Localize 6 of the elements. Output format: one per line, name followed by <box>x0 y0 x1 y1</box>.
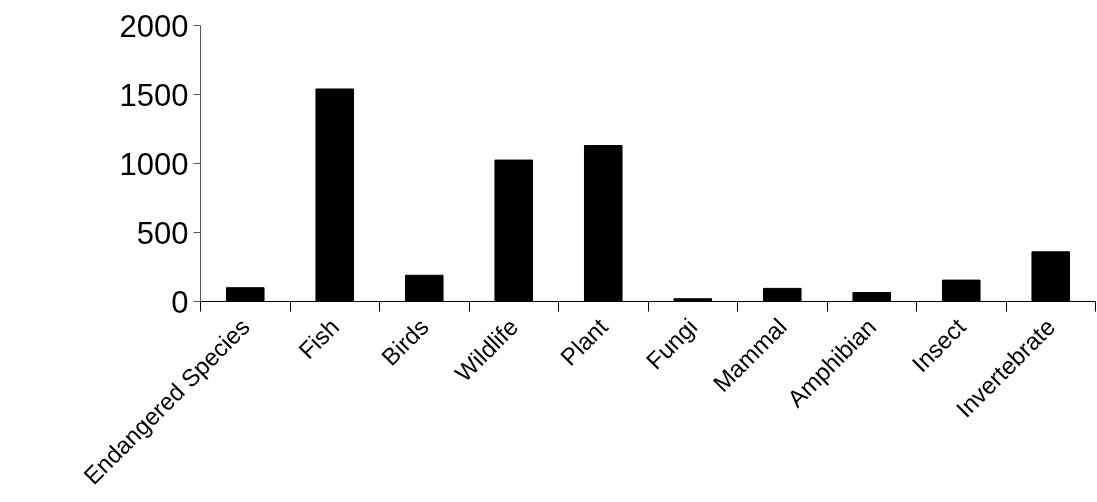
x-tick-label: Fish <box>293 312 345 365</box>
y-tick-label: 0 <box>171 284 189 320</box>
y-tick-label: 1500 <box>119 77 189 113</box>
y-tick-label: 1000 <box>119 146 189 182</box>
y-tick-label: 2000 <box>119 8 189 44</box>
y-tick-label: 500 <box>136 215 189 251</box>
